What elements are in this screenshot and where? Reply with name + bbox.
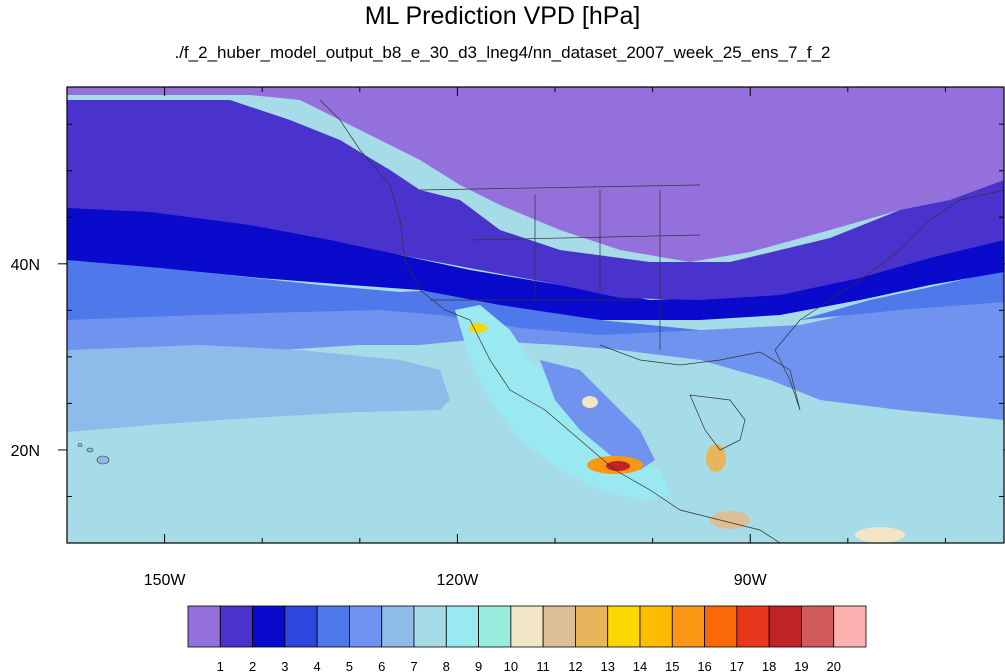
band-level-7 <box>67 345 450 432</box>
colorbar-level-label: 5 <box>346 659 353 672</box>
colorbar-level-label: 15 <box>665 659 679 672</box>
colorbar-swatch <box>284 605 318 648</box>
x-tick-label: 90W <box>734 572 768 589</box>
colorbar-swatch <box>381 605 415 648</box>
x-tick-label: 120W <box>437 572 480 589</box>
colorbar-swatch <box>542 605 576 648</box>
coastlines <box>319 99 1004 543</box>
colorbar-level-label: 7 <box>410 659 417 672</box>
colorbar-swatch <box>187 605 221 648</box>
colorbar-swatch <box>607 605 641 648</box>
colorbar-swatch <box>768 605 802 648</box>
chart-subtitle: ./f_2_huber_model_output_b8_e_30_d3_lneg… <box>174 43 831 62</box>
colorbar-swatch <box>478 605 512 648</box>
colorbar-swatch <box>316 605 350 648</box>
colorbar-level-label: 13 <box>600 659 614 672</box>
colorbar-level-label: 14 <box>633 659 647 672</box>
colorbar-level-label: 6 <box>378 659 385 672</box>
colorbar-swatch <box>349 605 383 648</box>
colorbar-level-label: 2 <box>249 659 256 672</box>
hotspot-mexico-core <box>606 461 630 471</box>
band-level-5 <box>67 258 1004 335</box>
hotspot-baja-north <box>469 323 487 333</box>
colorbar-swatch <box>704 605 738 648</box>
hotspot-mexico-plateau <box>582 396 598 408</box>
colorbar-level-label: 12 <box>568 659 582 672</box>
colorbar-level-label: 8 <box>443 659 450 672</box>
colorbar-level-label: 10 <box>504 659 518 672</box>
map-panel <box>67 87 1004 543</box>
y-tick-label: 40N <box>11 257 40 274</box>
axis-ticks: 150W 120W 90W 20N 40N <box>11 87 1005 589</box>
band-level-6 <box>67 290 1004 420</box>
band-level-2 <box>67 100 1004 300</box>
colorbar-level-label: 1 <box>217 659 224 672</box>
colorbar-swatch <box>801 605 835 648</box>
colorbar-swatch <box>575 605 609 648</box>
colorbar-swatch <box>671 605 705 648</box>
gulf-mexico-region <box>620 360 840 470</box>
y-tick-label: 20N <box>11 443 40 460</box>
colorbar-swatch <box>219 605 253 648</box>
colorbar-swatch <box>833 605 867 648</box>
colorbar-swatch <box>445 605 479 648</box>
colorbar-swatch <box>510 605 544 648</box>
colorbar-swatch <box>736 605 770 648</box>
colorbar-swatch <box>252 605 286 648</box>
x-tick-label: 150W <box>144 572 187 589</box>
map-frame <box>66 86 1005 544</box>
hotspot-yucatan <box>706 444 726 472</box>
colorbar-level-label: 17 <box>730 659 744 672</box>
colorbar-swatch <box>639 605 673 648</box>
hotspot-caribbean-south <box>855 527 905 543</box>
mexico-highlands <box>540 360 655 470</box>
band-level-1 <box>67 87 1004 262</box>
colorbar-level-label: 4 <box>314 659 321 672</box>
colorbar-swatch <box>413 605 447 648</box>
colorbar-level-label: 9 <box>475 659 482 672</box>
colorbar-level-label: 18 <box>762 659 776 672</box>
colorbar-level-label: 3 <box>281 659 288 672</box>
chart-title: ML Prediction VPD [hPa] <box>364 2 641 30</box>
colorbar-level-label: 11 <box>536 659 550 672</box>
colorbar-level-label: 16 <box>697 659 711 672</box>
hawaii-islands <box>77 443 110 465</box>
colorbar-level-label: 20 <box>826 659 840 672</box>
colorbar-level-label: 19 <box>794 659 808 672</box>
hotspot-central-america <box>710 511 750 529</box>
colorbar: 1 2 3 4 5 6 7 8 9 10 11 12 13 14 15 16 17 18 19 20 <box>187 605 867 672</box>
